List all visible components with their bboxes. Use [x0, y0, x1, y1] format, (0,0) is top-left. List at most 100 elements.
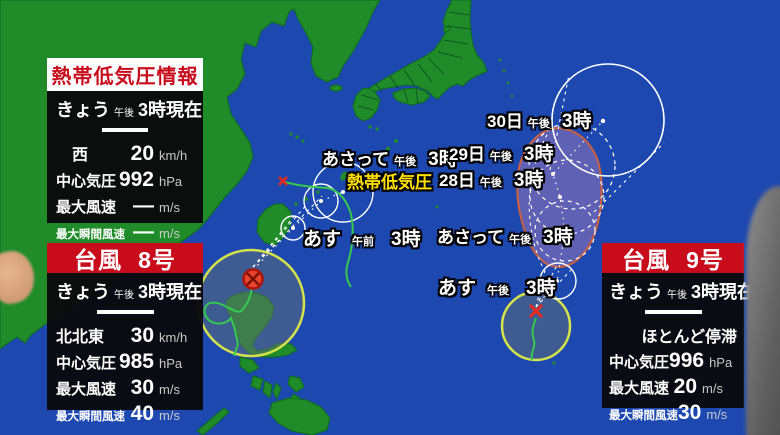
forecast-label-t9-day30: 30日 午後 3時	[487, 106, 592, 133]
row-unit: hPa	[159, 174, 183, 189]
typhoon8-center-mark	[242, 268, 264, 290]
island-cebu	[272, 382, 282, 401]
row-unit: m/s	[159, 226, 180, 241]
forecast-time-text: 3時	[513, 170, 544, 191]
panel-title: 熱帯低気圧情報	[47, 58, 203, 91]
land-mindanao	[268, 397, 331, 435]
typhoon8-forecast-dots	[291, 190, 345, 230]
forecast-ampm-text: 午後	[487, 285, 510, 297]
row-unit: km/h	[159, 148, 188, 163]
obs-day: きょう	[609, 282, 663, 302]
forecast-time-text: 3時	[526, 278, 556, 299]
row-value: 20	[130, 142, 154, 165]
typhoon9-past-track	[530, 317, 537, 361]
typhoon-word: 台風	[622, 247, 671, 273]
typhoon8-forecast-fan	[252, 195, 323, 268]
forecast-label-t9-day29: 29日 午後 3時	[449, 139, 554, 166]
forecast-ampm-text: 午後	[479, 177, 502, 189]
typhoon-word: 台風	[74, 247, 123, 273]
row-unit: hPa	[159, 356, 183, 371]
island-chain-ryukyu	[289, 125, 398, 206]
forecast-time-text: 3時	[561, 111, 592, 132]
obs-time: 3時現在	[138, 100, 203, 120]
pressure-row: 中心気圧 992 hPa	[56, 168, 194, 192]
forecast-ampm-text: 午後	[489, 151, 512, 163]
tropical-depression-label: 熱帯低気圧	[347, 173, 432, 192]
observation-time: きょう 午後 3時現在	[56, 278, 202, 302]
typhoon9-x-mark	[528, 303, 544, 319]
row-value: —	[133, 220, 154, 243]
forecast-ampm-text: 午後	[394, 156, 417, 168]
forecast-label-t9-tomorrow: あす 午後 3時	[438, 273, 556, 300]
tropical-depression-info-panel: 熱帯低気圧情報 きょう 午後 3時現在 西 20 km/h 中心気圧 992 h…	[47, 58, 203, 243]
max-wind-row: 最大風速 — m/s	[56, 194, 194, 218]
typhoon9-forecast-fan	[528, 74, 665, 308]
typhoon9-forecast-circles-dashed	[528, 122, 616, 262]
panel-title: 台風 8号	[47, 243, 203, 273]
movement-row: 西 20 km/h	[56, 141, 194, 166]
direction-dash	[102, 128, 148, 132]
row-label: 最大風速	[56, 381, 117, 398]
row-value: 30	[130, 376, 154, 399]
row-value: 992	[118, 168, 154, 191]
obs-ampm: 午後	[114, 108, 134, 119]
row-label: 北北東	[56, 329, 105, 346]
forecast-label-t8-tomorrow: あす 午前 3時	[303, 224, 421, 251]
row-label: 中心気圧	[609, 354, 670, 371]
obs-time: 3時現在	[138, 282, 203, 302]
island-mindoro	[239, 356, 260, 374]
row-value: —	[133, 194, 154, 217]
row-value: 40	[130, 402, 154, 425]
max-wind-row: 最大風速 30 m/s	[56, 376, 194, 400]
row-label: 中心気圧	[56, 355, 117, 372]
land-taiwan	[256, 203, 292, 247]
forecast-label-t9-dayafter: あさって 午後 3時	[437, 222, 573, 249]
island-palawan	[196, 407, 230, 435]
row-unit: m/s	[706, 407, 728, 422]
row-label: 最大風速	[609, 380, 670, 397]
forecast-day-text: あす	[303, 229, 342, 250]
direction-dash	[644, 310, 702, 314]
forecast-day-text: 30日	[487, 112, 523, 131]
obs-day: きょう	[56, 100, 110, 120]
presenter-shoulder	[746, 186, 780, 435]
panel-title: 台風 9号	[602, 243, 744, 273]
row-value: 985	[118, 350, 154, 373]
island-samar	[287, 375, 305, 393]
max-gust-row: 最大瞬間風速 — m/s	[56, 220, 194, 244]
land-kyushu	[352, 87, 381, 122]
forecast-time-text: 3時	[543, 227, 573, 248]
typhoon-number: 8号	[138, 247, 176, 273]
movement-row: 北北東 30 km/h	[56, 323, 194, 348]
movement-row: ほとんど停滞	[609, 323, 737, 347]
island-panay	[250, 375, 264, 391]
observation-time: きょう 午後 3時現在	[56, 96, 202, 120]
pressure-row: 中心気圧 996 hPa	[609, 349, 737, 373]
row-label: 中心気圧	[56, 173, 117, 190]
row-unit: m/s	[159, 200, 180, 215]
max-gust-row: 最大瞬間風速 40 m/s	[56, 402, 194, 426]
typhoon8-forecast-circles	[280, 161, 374, 241]
row-label: 最大瞬間風速	[609, 410, 678, 422]
land-shikoku	[392, 87, 431, 106]
row-value: 30	[678, 401, 702, 424]
typhoon9-strong-wind-area	[500, 290, 572, 362]
row-label: 最大風速	[56, 199, 117, 216]
island-jeju	[329, 84, 343, 92]
row-label: 最大瞬間風速	[56, 229, 125, 241]
forecast-time-text: 3時	[523, 144, 554, 165]
row-value: 20	[673, 375, 697, 398]
panel-body: きょう 午後 3時現在 ほとんど停滞 中心気圧 996 hPa 最大風速 20 …	[602, 273, 755, 424]
typhoon-number: 9号	[686, 247, 724, 273]
obs-ampm: 午後	[114, 290, 134, 301]
obs-ampm: 午後	[667, 290, 687, 301]
row-unit: m/s	[159, 382, 180, 397]
forecast-ampm-text: 午後	[527, 118, 550, 130]
forecast-day-text: あさって	[437, 228, 505, 247]
tropical-depression-past-track	[284, 181, 354, 288]
max-wind-row: 最大風速 20 m/s	[609, 375, 737, 399]
typhoon8-past-track	[203, 287, 253, 357]
direction-dash	[96, 310, 154, 314]
forecast-day-text: あさって	[322, 150, 390, 169]
